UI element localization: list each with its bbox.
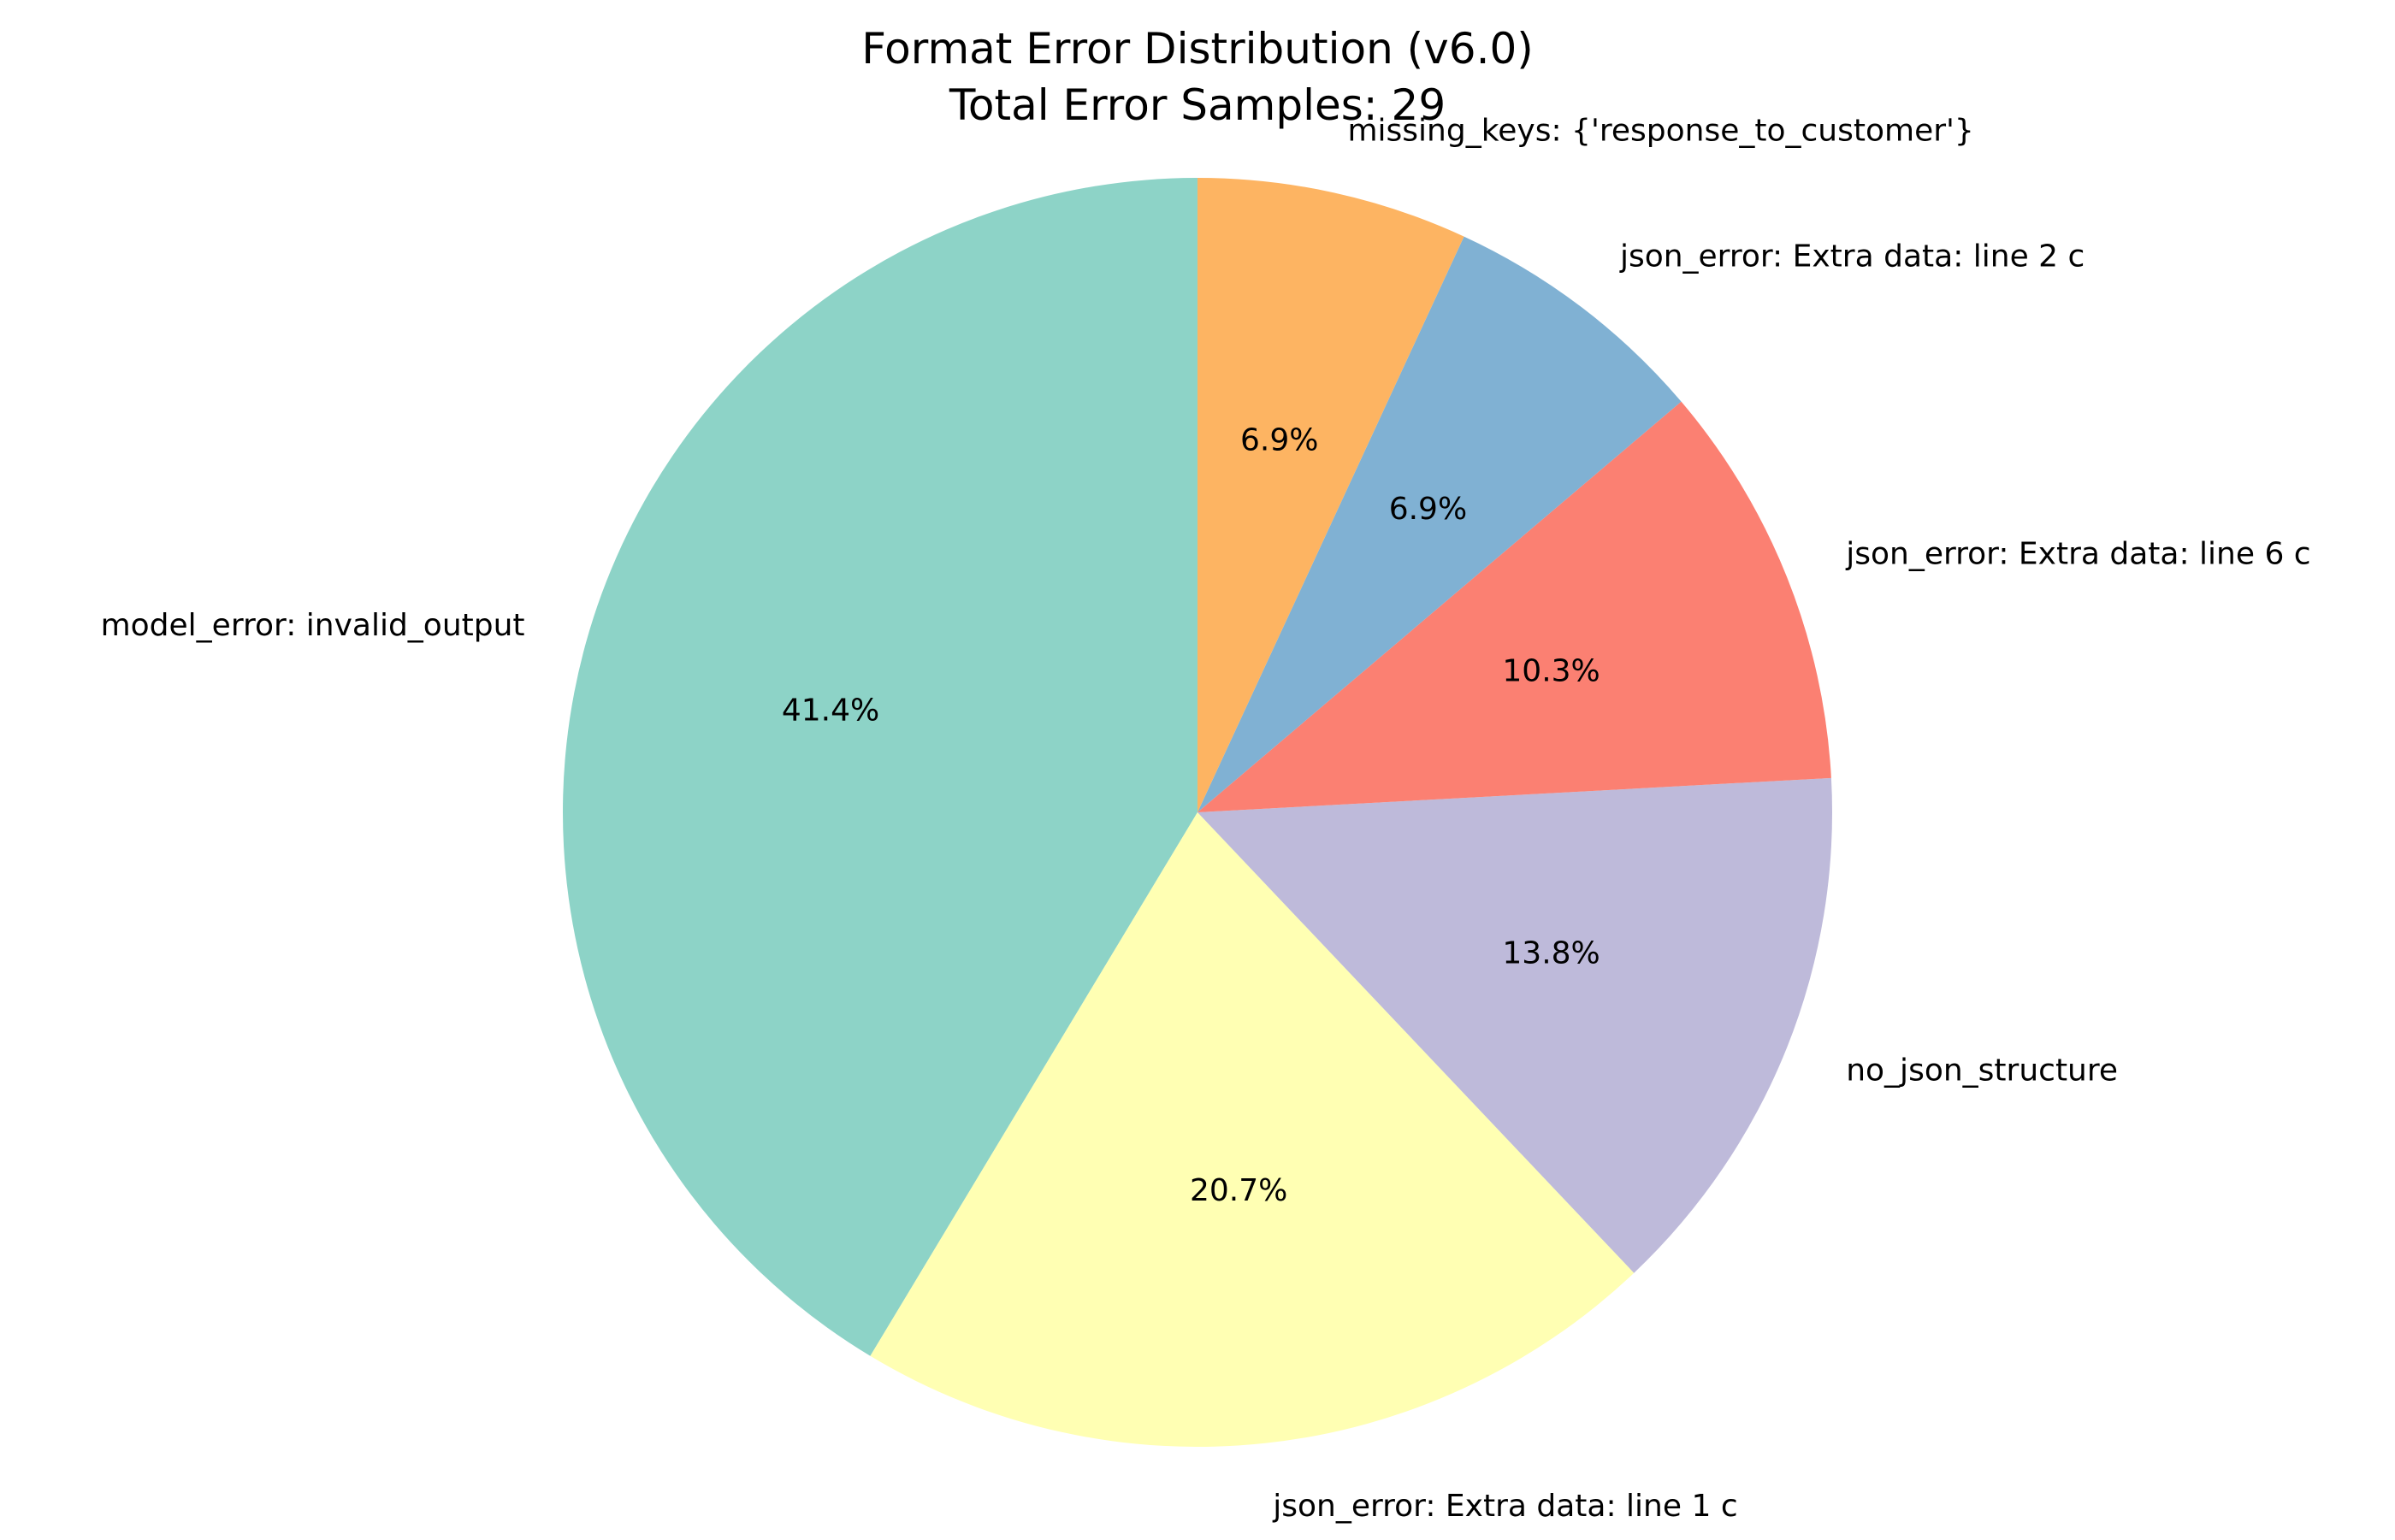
- percent-label: 13.8%: [1502, 935, 1600, 971]
- percent-label: 6.9%: [1389, 492, 1467, 527]
- percent-label: 6.9%: [1240, 423, 1318, 458]
- percent-labels: 41.4% 20.7% 13.8% 10.3% 6.9% 6.9%: [782, 423, 1600, 1208]
- percent-label: 20.7%: [1190, 1173, 1287, 1208]
- pie-slice-model-error-invalid-output: [563, 178, 1198, 1356]
- pie-slice-no-json-structure: [1198, 777, 1833, 1273]
- slice-label: json_error: Extra data: line 1 c: [1272, 1489, 1737, 1524]
- pie-slice-json-error-extra-data-line-6-c: [1198, 401, 1831, 812]
- percent-label: 10.3%: [1502, 654, 1600, 689]
- slice-labels: model_error: invalid_output json_error: E…: [101, 113, 2311, 1524]
- pie-slice-json-error-extra-data-line-1-c: [870, 812, 1635, 1447]
- slice-label: missing_keys: {'response_to_customer'}: [1347, 113, 1973, 148]
- slice-label: model_error: invalid_output: [101, 608, 525, 643]
- slice-label: json_error: Extra data: line 2 c: [1619, 239, 2085, 274]
- slice-label: json_error: Extra data: line 6 c: [1845, 536, 2310, 571]
- pie-slices: [563, 178, 1833, 1447]
- pie-slice-json-error-extra-data-line-2-c: [1198, 236, 1682, 812]
- chart-subtitle: Total Error Samples: 29: [949, 80, 1446, 130]
- slice-label: no_json_structure: [1846, 1053, 2118, 1089]
- chart-title: Format Error Distribution (v6.0): [861, 24, 1534, 74]
- percent-label: 41.4%: [782, 693, 879, 728]
- pie-slice-missing-keys-response-to-customer: [1198, 178, 1464, 812]
